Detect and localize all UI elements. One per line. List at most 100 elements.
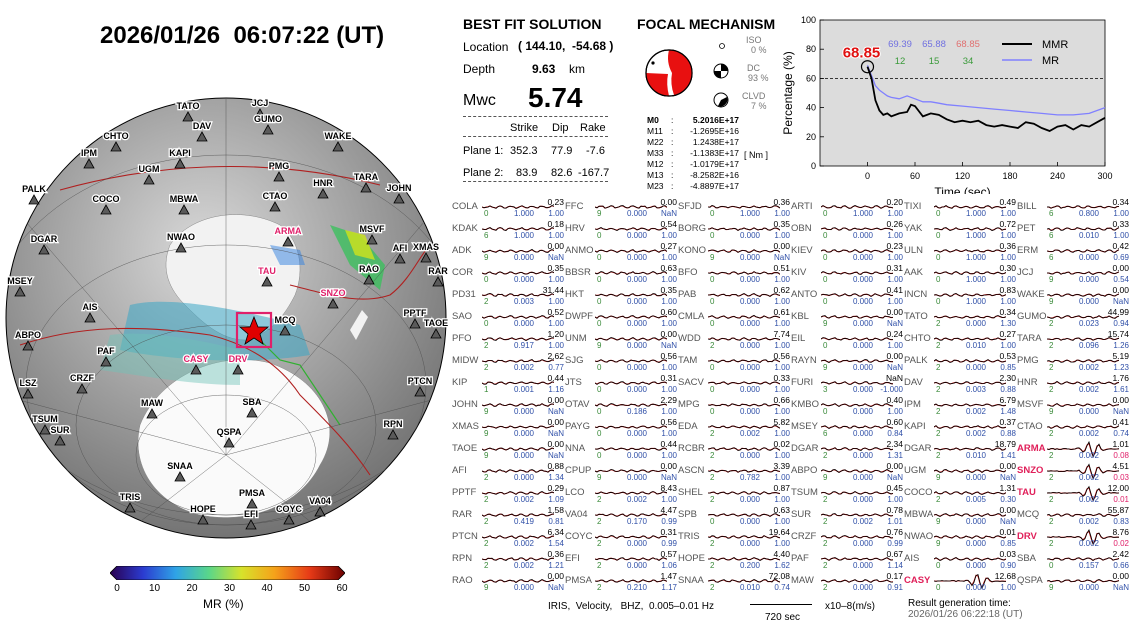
station-waveform-cell[interactable]: COCO 1.31 2 0.005 0.30 bbox=[902, 483, 1016, 506]
station-waveform-cell[interactable]: HKT 0.35 0 0.000 1.00 bbox=[563, 285, 677, 308]
station-waveform-cell[interactable]: RAR 1.58 2 0.419 0.81 bbox=[450, 505, 564, 528]
station-waveform-cell[interactable]: JTS 0.31 0 0.000 1.00 bbox=[563, 373, 677, 396]
station-waveform-cell[interactable]: MAW 0.17 2 0.000 0.91 bbox=[789, 571, 903, 594]
station-waveform-cell[interactable]: TRIS 19.64 2 0.000 1.00 bbox=[676, 527, 790, 550]
station-waveform-cell[interactable]: SFJD 0.36 0 1.000 1.00 bbox=[676, 197, 790, 220]
station-waveform-cell[interactable]: PALK 0.53 2 0.000 0.85 bbox=[902, 351, 1016, 374]
station-waveform-cell[interactable]: PAF 0.67 2 0.000 1.14 bbox=[789, 549, 903, 572]
station-waveform-cell[interactable]: PFO 1.20 2 0.917 1.00 bbox=[450, 329, 564, 352]
station-waveform-cell[interactable]: RCBR 0.02 2 0.000 1.00 bbox=[676, 439, 790, 462]
station-waveform-cell[interactable]: VA04 4.47 2 0.170 0.99 bbox=[563, 505, 677, 528]
station-waveform-cell[interactable]: HOPE 4.40 2 0.200 1.62 bbox=[676, 549, 790, 572]
station-waveform-cell[interactable]: CHTO 0.27 2 0.010 1.00 bbox=[902, 329, 1016, 352]
station-waveform-cell[interactable]: ASCN 3.39 2 0.782 1.00 bbox=[676, 461, 790, 484]
station-waveform-cell[interactable]: EFI 0.57 2 0.000 1.06 bbox=[563, 549, 677, 572]
station-waveform-cell[interactable]: SAO 0.52 0 0.000 1.00 bbox=[450, 307, 564, 330]
station-waveform-cell[interactable]: ARTI 0.20 0 1.000 1.00 bbox=[789, 197, 903, 220]
station-waveform-cell[interactable]: OTAV 2.29 0 0.186 1.00 bbox=[563, 395, 677, 418]
station-waveform-cell[interactable]: SUR 0.78 2 0.002 1.01 bbox=[789, 505, 903, 528]
station-waveform-cell[interactable]: AIS 0.03 0 0.000 0.90 bbox=[902, 549, 1016, 572]
station-waveform-cell[interactable]: KIP 0.44 1 0.001 1.16 bbox=[450, 373, 564, 396]
station-waveform-cell[interactable]: TARA 15.74 2 0.096 1.26 bbox=[1015, 329, 1129, 352]
station-waveform-cell[interactable]: ANMO 0.27 0 0.000 1.00 bbox=[563, 241, 677, 264]
station-waveform-cell[interactable]: SACV 0.33 0 0.000 1.00 bbox=[676, 373, 790, 396]
station-waveform-cell[interactable]: MSEY 0.60 6 0.000 0.84 bbox=[789, 417, 903, 440]
station-waveform-cell[interactable]: PTCN 6.34 2 0.002 1.54 bbox=[450, 527, 564, 550]
station-waveform-cell[interactable]: DGAR 18.79 2 0.010 1.41 bbox=[902, 439, 1016, 462]
station-waveform-cell[interactable]: SBA 2.42 0 0.157 0.66 bbox=[1015, 549, 1129, 572]
station-waveform-cell[interactable]: COYC 0.31 2 0.000 0.99 bbox=[563, 527, 677, 550]
station-waveform-cell[interactable]: SHEL 0.87 2 0.000 1.00 bbox=[676, 483, 790, 506]
station-waveform-cell[interactable]: KIV 0.31 0 0.000 1.00 bbox=[789, 263, 903, 286]
station-waveform-cell[interactable]: RAYN 0.00 9 0.000 NaN bbox=[789, 351, 903, 374]
station-waveform-cell[interactable]: SJG 0.56 0 0.000 1.00 bbox=[563, 351, 677, 374]
station-waveform-cell[interactable]: BFO 0.51 0 0.000 1.00 bbox=[676, 263, 790, 286]
station-waveform-cell[interactable]: KMBO 0.40 0 0.000 1.00 bbox=[789, 395, 903, 418]
station-waveform-cell[interactable]: CTAO 0.41 2 0.002 0.74 bbox=[1015, 417, 1129, 440]
station-waveform-cell[interactable]: EDA 5.82 2 0.002 1.00 bbox=[676, 417, 790, 440]
station-waveform-cell[interactable]: TAM 0.56 0 0.000 1.00 bbox=[676, 351, 790, 374]
station-waveform-cell[interactable]: LCO 8.43 2 0.002 1.00 bbox=[563, 483, 677, 506]
station-waveform-cell[interactable]: COLA 0.23 0 1.000 1.00 bbox=[450, 197, 564, 220]
station-waveform-cell[interactable]: UNM 0.00 9 0.000 NaN bbox=[563, 329, 677, 352]
station-waveform-cell[interactable]: TSUM 0.45 2 0.000 1.00 bbox=[789, 483, 903, 506]
station-waveform-cell[interactable]: MPG 0.66 0 0.000 1.00 bbox=[676, 395, 790, 418]
station-waveform-cell[interactable]: UGM 0.00 9 0.000 NaN bbox=[902, 461, 1016, 484]
station-waveform-cell[interactable]: ANTO 0.41 0 0.000 1.00 bbox=[789, 285, 903, 308]
station-waveform-cell[interactable]: IPM 6.79 2 0.002 1.48 bbox=[902, 395, 1016, 418]
station-waveform-cell[interactable]: BBSR 0.63 0 0.000 1.00 bbox=[563, 263, 677, 286]
station-waveform-cell[interactable]: CMLA 0.61 0 0.000 1.00 bbox=[676, 307, 790, 330]
station-waveform-cell[interactable]: PD31 31.44 2 0.003 1.00 bbox=[450, 285, 564, 308]
station-waveform-cell[interactable]: GUMO 44.99 2 0.023 0.94 bbox=[1015, 307, 1129, 330]
station-waveform-cell[interactable]: SNAA 72.08 2 0.010 0.74 bbox=[676, 571, 790, 594]
station-waveform-cell[interactable]: DRV 8.76 2 0.002 0.02 bbox=[1015, 527, 1129, 550]
station-waveform-cell[interactable]: DAV 2.30 2 0.003 0.88 bbox=[902, 373, 1016, 396]
station-waveform-cell[interactable]: CPUP 0.00 9 0.000 NaN bbox=[563, 461, 677, 484]
station-waveform-cell[interactable]: KAPI 0.37 2 0.002 0.88 bbox=[902, 417, 1016, 440]
station-waveform-cell[interactable]: MSVF 0.00 9 0.000 NaN bbox=[1015, 395, 1129, 418]
station-waveform-cell[interactable]: DGAR 2.34 2 0.000 1.31 bbox=[789, 439, 903, 462]
station-waveform-cell[interactable]: OBN 0.26 0 0.000 1.00 bbox=[789, 219, 903, 242]
station-waveform-cell[interactable]: EIL 0.24 0 0.000 1.00 bbox=[789, 329, 903, 352]
station-waveform-cell[interactable]: WDD 7.74 2 0.000 1.00 bbox=[676, 329, 790, 352]
station-waveform-cell[interactable]: WAKE 0.00 9 0.000 NaN bbox=[1015, 285, 1129, 308]
station-waveform-cell[interactable]: YAK 0.72 0 1.000 1.00 bbox=[902, 219, 1016, 242]
station-waveform-cell[interactable]: RPN 0.36 2 0.002 1.21 bbox=[450, 549, 564, 572]
station-waveform-cell[interactable]: AAK 0.30 0 1.000 1.00 bbox=[902, 263, 1016, 286]
station-waveform-cell[interactable]: PET 0.33 6 0.010 1.00 bbox=[1015, 219, 1129, 242]
station-waveform-cell[interactable]: QSPA 0.00 9 0.000 NaN bbox=[1015, 571, 1129, 594]
station-waveform-cell[interactable]: PAB 0.62 0 0.000 1.00 bbox=[676, 285, 790, 308]
station-waveform-cell[interactable]: ARMA 1.01 2 0.002 0.08 bbox=[1015, 439, 1129, 462]
station-waveform-cell[interactable]: MCQ 55.87 2 0.002 0.83 bbox=[1015, 505, 1129, 528]
station-waveform-cell[interactable]: FURI NaN 3 0.000 -1.000 bbox=[789, 373, 903, 396]
station-waveform-cell[interactable]: KONO 0.00 9 0.000 NaN bbox=[676, 241, 790, 264]
station-waveform-cell[interactable]: TATO 0.34 2 0.000 1.30 bbox=[902, 307, 1016, 330]
station-waveform-cell[interactable]: INCN 0.83 0 1.000 1.00 bbox=[902, 285, 1016, 308]
station-waveform-cell[interactable]: PPTF 0.29 2 0.002 1.09 bbox=[450, 483, 564, 506]
station-waveform-cell[interactable]: NWAO 0.01 9 0.000 0.85 bbox=[902, 527, 1016, 550]
station-waveform-cell[interactable]: AFI 0.88 2 0.000 1.34 bbox=[450, 461, 564, 484]
station-waveform-cell[interactable]: FFC 0.00 9 0.000 NaN bbox=[563, 197, 677, 220]
station-waveform-cell[interactable]: DWPF 0.60 0 0.000 1.00 bbox=[563, 307, 677, 330]
station-waveform-cell[interactable]: TAOE 0.00 9 0.000 NaN bbox=[450, 439, 564, 462]
station-waveform-cell[interactable]: XMAS 0.00 9 0.000 NaN bbox=[450, 417, 564, 440]
station-waveform-cell[interactable]: NNA 0.44 0 0.000 1.00 bbox=[563, 439, 677, 462]
station-waveform-cell[interactable]: PAYG 0.56 0 0.000 1.00 bbox=[563, 417, 677, 440]
station-waveform-cell[interactable]: TIXI 0.49 0 1.000 1.00 bbox=[902, 197, 1016, 220]
station-waveform-cell[interactable]: MBWA 0.00 9 0.000 NaN bbox=[902, 505, 1016, 528]
station-waveform-cell[interactable]: MIDW 2.62 2 0.002 0.77 bbox=[450, 351, 564, 374]
station-waveform-cell[interactable]: COR 0.35 0 0.000 1.00 bbox=[450, 263, 564, 286]
station-waveform-cell[interactable]: BILL 0.34 6 0.800 1.00 bbox=[1015, 197, 1129, 220]
station-waveform-cell[interactable]: ADK 0.00 9 0.000 NaN bbox=[450, 241, 564, 264]
station-waveform-cell[interactable]: PMG 5.19 2 0.002 1.23 bbox=[1015, 351, 1129, 374]
station-waveform-cell[interactable]: KIEV 0.23 0 0.000 1.00 bbox=[789, 241, 903, 264]
station-waveform-cell[interactable]: JCJ 0.00 9 0.000 0.54 bbox=[1015, 263, 1129, 286]
station-waveform-cell[interactable]: ABPO 0.00 9 0.000 NaN bbox=[789, 461, 903, 484]
station-waveform-cell[interactable]: HRV 0.54 0 0.000 1.00 bbox=[563, 219, 677, 242]
station-waveform-cell[interactable]: HNR 1.76 2 0.002 1.61 bbox=[1015, 373, 1129, 396]
station-waveform-cell[interactable]: CRZF 0.76 2 0.000 0.99 bbox=[789, 527, 903, 550]
station-waveform-cell[interactable]: BORG 0.35 0 0.000 1.00 bbox=[676, 219, 790, 242]
station-waveform-cell[interactable]: KDAK 0.18 6 1.000 1.00 bbox=[450, 219, 564, 242]
station-waveform-cell[interactable]: SPB 0.63 0 0.000 1.00 bbox=[676, 505, 790, 528]
station-waveform-cell[interactable]: KBL 0.00 9 0.000 NaN bbox=[789, 307, 903, 330]
